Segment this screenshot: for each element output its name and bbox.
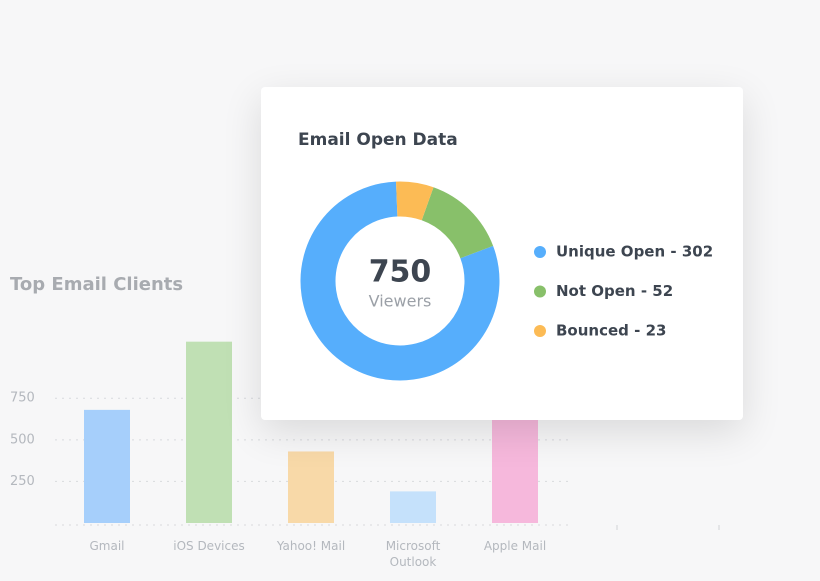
bar	[390, 491, 436, 523]
bar	[186, 341, 232, 523]
y-tick-label: 500	[10, 432, 35, 447]
chart-title: Top Email Clients	[10, 274, 183, 295]
donut-segment	[396, 181, 434, 221]
legend-dot	[534, 246, 546, 258]
center-value: 750	[369, 255, 432, 290]
card-title: Email Open Data	[298, 130, 458, 150]
y-tick-label: 750	[10, 391, 35, 406]
donut-segment	[421, 187, 494, 259]
legend-dot	[534, 325, 546, 337]
donut-chart: Email Open Data 750 Viewers Unique Open - …	[298, 130, 713, 381]
legend-label: Bounced - 23	[556, 322, 666, 340]
center-label: Viewers	[369, 292, 432, 311]
x-tick-label: Apple Mail	[483, 539, 547, 553]
legend-label: Unique Open - 302	[556, 243, 713, 261]
x-tick-label: Microsoft Outlook	[385, 539, 441, 569]
donut-segment	[300, 181, 500, 381]
x-tick-label: Gmail	[89, 539, 125, 553]
y-tick-label: 250	[10, 474, 35, 489]
x-tick-label: Yahoo! Mail	[276, 539, 346, 553]
legend-dot	[534, 285, 546, 298]
x-tick-label: iOS Devices	[173, 539, 245, 553]
bar	[84, 409, 130, 523]
legend-label: Not Open - 52	[556, 282, 673, 300]
card: Email Open Data 750 Viewers Unique Open - …	[261, 87, 743, 420]
bar	[288, 451, 334, 523]
